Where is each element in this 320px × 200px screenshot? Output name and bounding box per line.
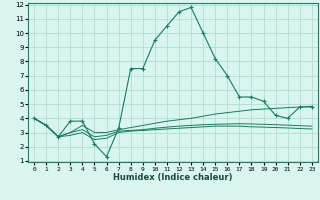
X-axis label: Humidex (Indice chaleur): Humidex (Indice chaleur) bbox=[113, 173, 233, 182]
